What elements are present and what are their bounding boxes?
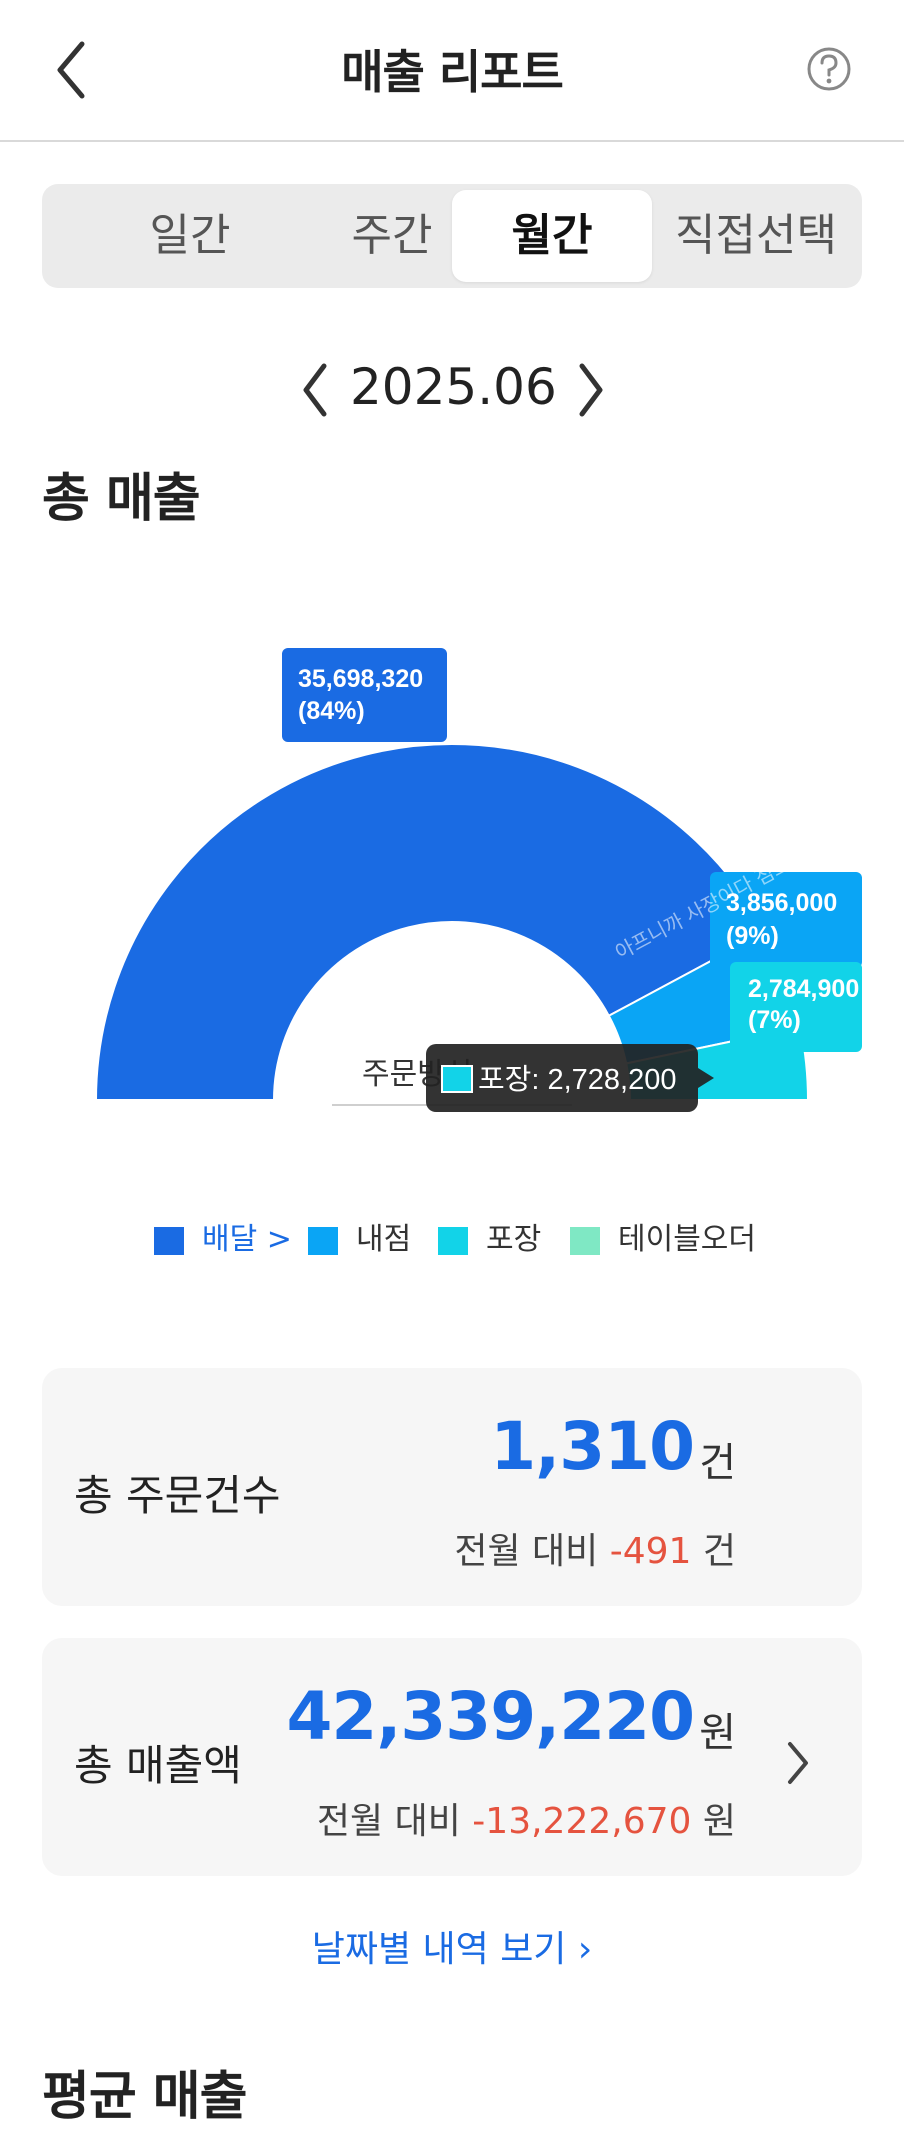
revenue-amount: 42,339,220 [286,1678,695,1755]
tooltip-text: 포장: 2,728,200 [478,1064,677,1096]
revenue-compare-unit: 원 [702,1801,736,1842]
average-sales-title: 평균 매출 [42,2067,247,2127]
chevron-right-icon [788,1742,808,1784]
current-period: 2025.06 [350,358,557,416]
total-orders-card: 총 주문건수 1,310 건 전월 대비 -491 건 [42,1368,862,1606]
question-circle-icon [807,47,851,91]
slice-label-delivery: 35,698,320 (84%) [282,648,447,742]
chart-legend: 배달 > 내점 포장 테이블오더 [0,1218,904,1262]
chart-tooltip: 포장: 2,728,200 [426,1044,714,1112]
legend-label-tableorder: 테이블오더 [618,1222,756,1257]
chevron-right-icon [579,363,603,417]
total-revenue-card[interactable]: 총 매출액 42,339,220 원 전월 대비 -13,222,670 원 [42,1638,862,1876]
total-sales-title: 총 매출 [42,469,201,529]
help-button[interactable] [806,46,852,92]
back-button[interactable] [52,38,92,102]
slice-label-dinein: 3,856,000 (9%) [710,872,862,968]
slice-percent-takeout: (7%) [748,1006,801,1034]
tab-weekly[interactable]: 주간 [351,210,433,261]
revenue-compare-value: -13,222,670 [472,1801,692,1842]
tab-monthly[interactable]: 월간 [452,190,652,282]
next-month-button[interactable] [570,360,610,420]
slice-value-takeout: 2,784,900 [748,975,859,1003]
legend-swatch-tableorder [570,1227,600,1255]
view-daily-details-link[interactable]: 날짜별 내역 보기 › [311,1929,593,1970]
period-tabs: 일간 주간 월간 직접선택 [42,184,862,288]
slice-value-delivery: 35,698,320 [298,665,423,693]
revenue-card-title: 총 매출액 [74,1741,242,1790]
tab-daily[interactable]: 일간 [149,210,231,261]
legend-label-takeout: 포장 [486,1222,542,1257]
orders-count: 1,310 [490,1408,695,1485]
legend-swatch-dinein [308,1227,338,1255]
orders-compare-unit: 건 [702,1531,736,1572]
tab-custom[interactable]: 직접선택 [675,210,837,261]
legend-swatch-delivery [154,1227,184,1255]
orders-compare: 전월 대비 -491 건 [454,1522,736,1574]
app-header: 매출 리포트 [0,0,904,142]
page-title: 매출 리포트 [341,45,564,99]
orders-compare-value: -491 [609,1531,692,1572]
revenue-compare-prefix: 전월 대비 [316,1801,461,1842]
slice-value-dinein: 3,856,000 [726,889,837,917]
slice-percent-dinein: (9%) [726,922,779,950]
date-navigator: 2025.06 [0,350,904,430]
legend-label-dinein: 내점 [356,1222,412,1257]
slice-percent-delivery: (84%) [298,697,365,725]
orders-card-title: 총 주문건수 [74,1471,281,1520]
orders-unit: 건 [699,1440,736,1486]
chevron-left-icon [303,363,327,417]
chevron-left-icon [57,41,85,99]
prev-month-button[interactable] [296,360,336,420]
orders-compare-prefix: 전월 대비 [454,1531,599,1572]
revenue-unit: 원 [699,1710,736,1756]
legend-swatch-takeout [438,1227,468,1255]
slice-delivery[interactable] [94,743,768,1101]
slice-label-takeout: 2,784,900 (7%) [730,962,862,1052]
revenue-detail-button[interactable] [782,1738,812,1788]
sales-donut-chart: 35,698,320 (84%) 3,856,000 (9%) 2,784,90… [94,648,862,1112]
legend-label-delivery: 배달 > [202,1222,292,1257]
revenue-compare: 전월 대비 -13,222,670 원 [317,1792,736,1844]
